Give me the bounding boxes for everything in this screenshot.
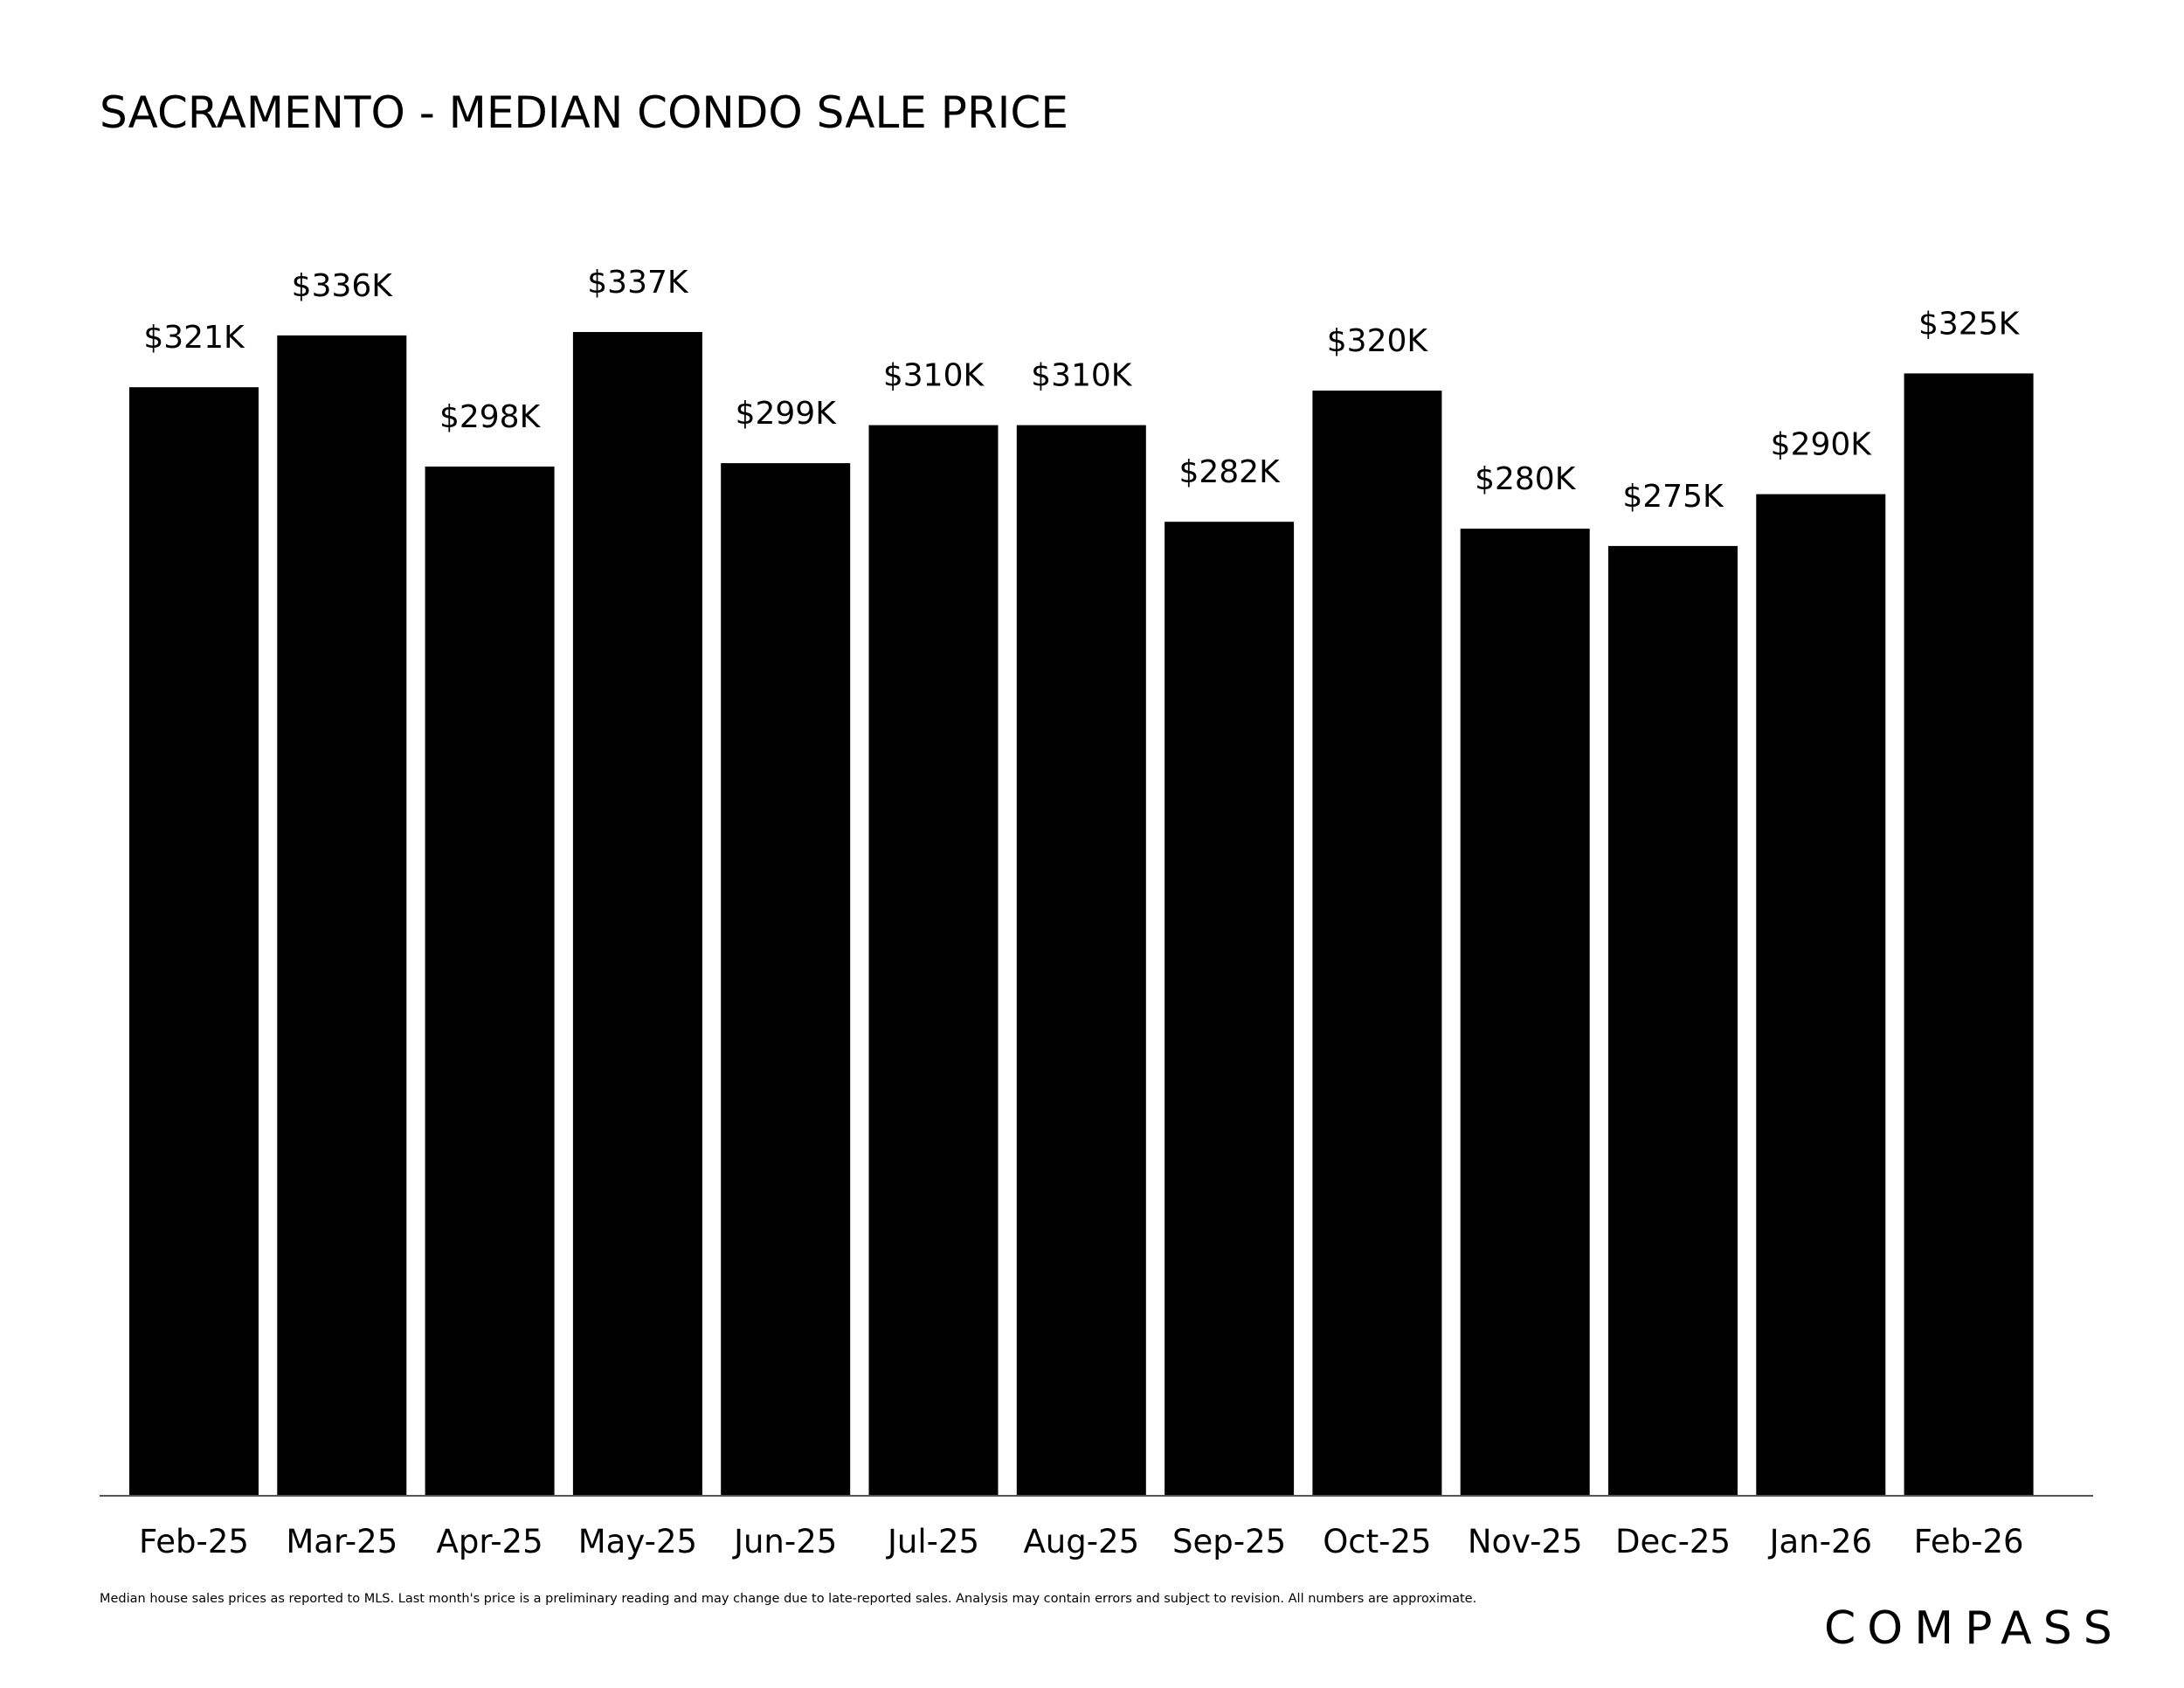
- bar-feb-26: [1904, 373, 2034, 1495]
- value-label-may-25: $337K: [587, 265, 689, 301]
- footnote: Median house sales prices as reported to…: [100, 1592, 1477, 1606]
- value-label-mar-25: $336K: [292, 268, 394, 304]
- tick-labels-group: Feb-25 Mar-25 Apr-25 May-25 Jun-25 Jul-25 Aug-…: [139, 1523, 2024, 1560]
- value-label-sep-25: $282K: [1178, 454, 1281, 490]
- bar-feb-25: [129, 387, 259, 1496]
- bar-jul-25: [868, 425, 999, 1496]
- compass-logo: COMPASS: [1824, 1602, 2124, 1655]
- x-tick-label-nov-25: Nov-25: [1468, 1523, 1583, 1560]
- value-label-apr-25: $298K: [439, 399, 542, 435]
- x-tick-label-sep-25: Sep-25: [1172, 1523, 1286, 1560]
- x-tick-label-apr-25: Apr-25: [437, 1523, 543, 1560]
- bar-may-25: [572, 332, 702, 1495]
- x-tick-label-aug-25: Aug-25: [1023, 1523, 1139, 1560]
- x-tick-label-mar-25: Mar-25: [286, 1523, 397, 1560]
- value-label-jun-25: $299K: [736, 396, 838, 432]
- x-tick-label-jun-25: Jun-25: [732, 1523, 837, 1560]
- x-tick-label-dec-25: Dec-25: [1615, 1523, 1731, 1560]
- bar-mar-25: [277, 335, 407, 1495]
- x-tick-label-jul-25: Jul-25: [886, 1523, 979, 1560]
- x-tick-label-feb-25: Feb-25: [139, 1523, 249, 1560]
- bar-dec-25: [1608, 545, 1738, 1495]
- value-label-aug-25: $310K: [1031, 358, 1133, 394]
- bar-jan-26: [1756, 494, 1886, 1495]
- value-label-feb-25: $321K: [143, 320, 245, 356]
- bars-group: [129, 332, 2034, 1496]
- value-label-jul-25: $310K: [883, 358, 985, 394]
- bar-aug-25: [1016, 425, 1146, 1496]
- value-label-oct-25: $320K: [1327, 323, 1429, 359]
- value-label-nov-25: $280K: [1475, 461, 1577, 497]
- value-label-jan-26: $290K: [1771, 427, 1873, 463]
- bar-oct-25: [1312, 391, 1442, 1496]
- chart-title: SACRAMENTO - MEDIAN CONDO SALE PRICE: [100, 87, 1068, 138]
- value-labels-group: $321K $336K $298K $337K $299K $310K $310K $282K…: [143, 265, 2020, 515]
- value-label-feb-26: $325K: [1918, 306, 2021, 342]
- bar-jun-25: [721, 463, 851, 1495]
- x-tick-label-feb-26: Feb-26: [1914, 1523, 2024, 1560]
- bar-nov-25: [1460, 529, 1590, 1495]
- bar-sep-25: [1165, 522, 1295, 1496]
- x-tick-label-oct-25: Oct-25: [1323, 1523, 1431, 1560]
- value-label-dec-25: $275K: [1622, 479, 1724, 515]
- x-tick-label-may-25: May-25: [578, 1523, 697, 1560]
- x-tick-label-jan-26: Jan-26: [1768, 1523, 1872, 1560]
- bar-apr-25: [425, 467, 555, 1495]
